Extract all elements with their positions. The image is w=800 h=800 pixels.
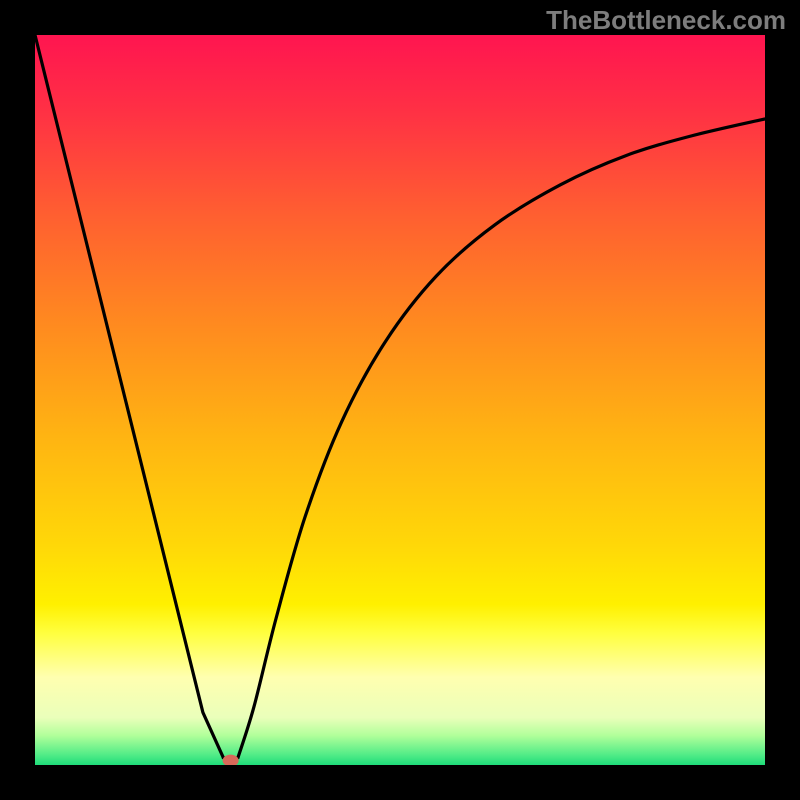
bottleneck-chart: [35, 35, 765, 765]
figure-root: TheBottleneck.com: [0, 0, 800, 800]
watermark-text: TheBottleneck.com: [546, 5, 786, 36]
